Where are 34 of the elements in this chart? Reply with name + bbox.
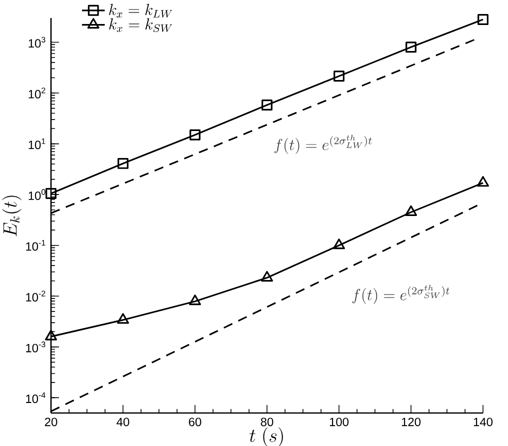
point xyxy=(190,129,200,140)
point xyxy=(118,158,128,169)
point xyxy=(46,188,56,199)
point xyxy=(477,176,489,187)
y-tick-label: 10$^{-1}$ xyxy=(26,240,46,251)
x-tick-label: 60 xyxy=(188,418,202,426)
x-tick-label: 140 xyxy=(474,418,493,426)
y-tick-label: 10$^{1}$ xyxy=(28,138,46,150)
y-tick-label: 10$^{3}$ xyxy=(28,36,46,48)
y-tick-label: 10$^{2}$ xyxy=(28,88,46,98)
y-tick-label: 10$^{0}$ xyxy=(28,189,46,200)
point xyxy=(334,70,344,82)
y-tick-label: 10$^{-4}$ xyxy=(26,392,46,404)
x-tick-label: 20 xyxy=(44,418,58,426)
point xyxy=(333,238,345,250)
point xyxy=(405,205,417,216)
x-tick-label: 40 xyxy=(116,418,130,426)
y-axis-title: $E_k(t)$ xyxy=(2,196,22,236)
y-tick-label: 10$^{-3}$ xyxy=(26,342,46,352)
legend-label: $k_x = k_{LW}$ xyxy=(109,4,172,18)
annotation: $f(t) = e^{(2\sigma_{LW}^{th})t}$ xyxy=(274,134,372,154)
point xyxy=(478,14,488,25)
point xyxy=(406,42,416,53)
x-tick-label: 120 xyxy=(402,418,421,426)
point xyxy=(45,330,57,340)
point xyxy=(261,270,273,282)
point xyxy=(262,100,272,110)
point xyxy=(189,294,201,306)
x-tick-label: 100 xyxy=(330,418,349,426)
y-tick-label: 10$^{-2}$ xyxy=(26,290,46,302)
annotation: $f(t) = e^{(2\sigma_{SW}^{th})t}$ xyxy=(352,284,450,304)
point xyxy=(117,313,129,324)
legend-label: $k_x = k_{SW}$ xyxy=(109,18,172,32)
x-tick-label: 80 xyxy=(260,418,274,426)
